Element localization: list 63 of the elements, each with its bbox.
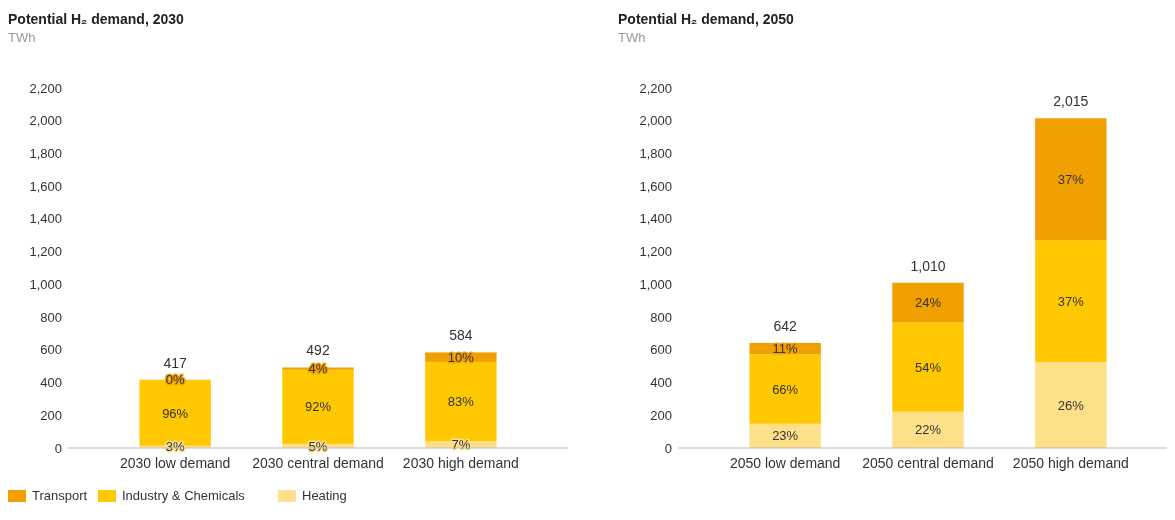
- total-label: 492: [306, 342, 330, 359]
- y-tick-label: 600: [40, 342, 62, 358]
- annotation: 37%: [1057, 171, 1085, 187]
- y-tick-label: 2,200: [29, 80, 62, 96]
- bar: [1035, 362, 1107, 448]
- x-tick-label: 2030 low demand: [119, 455, 231, 471]
- x-tick-label: 2030 high demand: [402, 455, 519, 471]
- x-tick-label: 2050 high demand: [1012, 455, 1129, 471]
- total-label: 642: [773, 317, 798, 334]
- x-tick-label: 2050 low demand: [729, 455, 841, 471]
- annotation: 22%: [914, 422, 942, 438]
- annotation: 54%: [914, 359, 942, 375]
- annotation: 37%: [1057, 293, 1085, 309]
- annotation: 23%: [772, 428, 799, 444]
- y-tick-label: 0: [54, 440, 62, 456]
- y-tick-label: 1,400: [639, 211, 672, 227]
- y-tick-label: 400: [650, 375, 672, 391]
- annotation: 92%: [304, 399, 332, 415]
- x-tick-label: 2050 central demand: [862, 455, 994, 471]
- bar: [425, 361, 497, 442]
- legend-label: Transport: [32, 488, 88, 503]
- total-label: 2,015: [1053, 93, 1089, 110]
- legend-label: Industry & Chemicals: [122, 488, 246, 503]
- bar: [1035, 118, 1107, 241]
- bar: [892, 322, 964, 412]
- bar: [749, 354, 821, 424]
- annotation: 66%: [772, 381, 799, 397]
- chart-title: Potential H₂ demand, 2050: [618, 11, 795, 27]
- y-tick-label: 1,000: [29, 276, 62, 292]
- total-label: 1,010: [910, 257, 946, 274]
- chart-subtitle: TWh: [618, 30, 646, 45]
- legend-label: Heating: [302, 488, 347, 503]
- chart-title: Potential H₂ demand, 2030: [8, 11, 185, 27]
- y-tick-label: 200: [650, 407, 672, 423]
- y-tick-label: 1,600: [639, 178, 672, 194]
- y-tick-label: 400: [40, 375, 62, 391]
- total-label: 584: [449, 327, 473, 344]
- annotation: 11%: [772, 341, 799, 357]
- annotation: 7%: [451, 437, 471, 453]
- y-tick-label: 1,200: [639, 244, 672, 260]
- y-tick-label: 1,800: [639, 146, 672, 161]
- y-tick-label: 800: [650, 309, 672, 325]
- chart-subtitle: TWh: [8, 30, 36, 45]
- bar: [1035, 240, 1107, 363]
- y-tick-label: 0: [664, 440, 672, 456]
- y-tick-label: 1,000: [639, 276, 672, 292]
- y-tick-label: 600: [650, 342, 672, 358]
- y-tick-label: 2,000: [29, 113, 62, 129]
- y-tick-label: 2,000: [639, 113, 672, 129]
- y-tick-label: 2,200: [639, 80, 672, 96]
- annotation: 83%: [447, 394, 475, 410]
- y-tick-label: 800: [40, 309, 62, 325]
- y-tick-label: 200: [40, 407, 62, 423]
- annotation: 26%: [1057, 397, 1085, 413]
- total-label: 417: [163, 354, 188, 371]
- y-tick-label: 1,600: [29, 178, 62, 194]
- y-tick-label: 1,800: [29, 146, 62, 161]
- y-tick-label: 1,400: [29, 211, 62, 227]
- y-tick-label: 1,200: [29, 244, 62, 260]
- x-tick-label: 2030 central demand: [252, 455, 384, 471]
- annotation: 10%: [447, 349, 475, 365]
- annotation: 24%: [914, 295, 942, 311]
- annotation: 96%: [162, 405, 189, 421]
